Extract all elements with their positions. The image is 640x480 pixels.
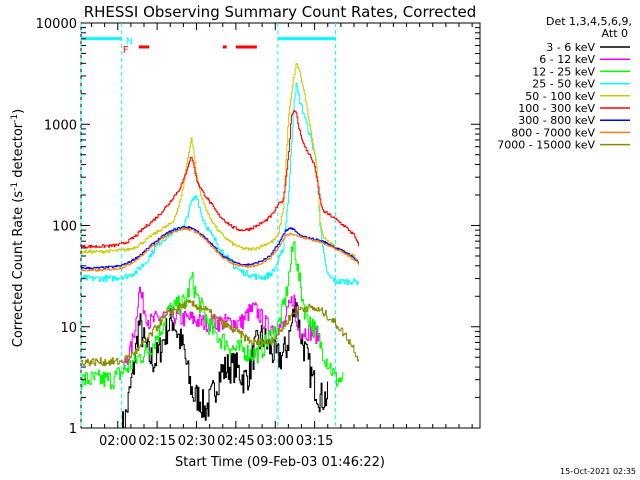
y-label-text: detector xyxy=(11,122,26,182)
y-label-text: Corrected Count Rate (s xyxy=(11,191,26,348)
legend-entry-label: 50 - 100 keV xyxy=(525,90,595,103)
y-tick-label: 100 xyxy=(52,220,77,235)
chart-title: RHESSI Observing Summary Count Rates, Co… xyxy=(84,3,477,21)
flag-n-label: N xyxy=(126,37,133,48)
y-label-exponent: -1 xyxy=(10,182,20,191)
series-lines xyxy=(81,63,359,429)
legend-entry-label: 7000 - 15000 keV xyxy=(497,139,595,152)
legend-entry-label: 12 - 25 keV xyxy=(532,65,595,78)
x-tick-label: 02:30 xyxy=(178,434,215,449)
flag-bars xyxy=(80,23,337,428)
series-line-50-100-kev xyxy=(81,63,359,266)
x-axis-label: Start Time (09-Feb-03 01:46:22) xyxy=(175,455,385,470)
x-tick-label: 02:15 xyxy=(138,434,175,449)
y-label-text: ) xyxy=(11,109,26,114)
legend-entry-label: 300 - 800 keV xyxy=(518,114,595,127)
series-line-25-50-kev xyxy=(81,82,359,285)
series-line-100-300-kev xyxy=(81,110,359,249)
generation-timestamp: 15-Oct-2021 02:35 xyxy=(560,467,636,476)
axes: 02:00 02:15 02:30 02:45 03:00 03:15 1 10 100 1000… xyxy=(36,17,480,449)
series-line-12-25-kev xyxy=(81,241,344,390)
y-tick-label: 1 xyxy=(69,422,77,437)
legend-header-attenuator: Att 0 xyxy=(602,27,628,40)
series-line-7000-15000-kev xyxy=(81,299,359,367)
y-label-exponent: -1 xyxy=(10,114,20,123)
legend-header-detectors: Det 1,3,4,5,6,9, xyxy=(546,15,632,28)
series-line-800-7000-kev xyxy=(81,227,359,272)
x-tick-label: 02:00 xyxy=(99,434,136,449)
legend-entry-label: 6 - 12 keV xyxy=(539,53,595,66)
series-line-6-12-kev xyxy=(123,286,321,369)
x-tick-label: 03:15 xyxy=(296,434,333,449)
y-tick-label: 10 xyxy=(60,321,77,336)
series-line-300-800-kev xyxy=(81,225,359,270)
y-tick-label: 1000 xyxy=(44,118,77,133)
legend-entry-label: 800 - 7000 keV xyxy=(511,126,595,139)
legend-entry-label: 100 - 300 keV xyxy=(518,102,595,115)
y-tick-label: 10000 xyxy=(36,17,77,32)
flag-f-label: F xyxy=(123,45,129,56)
x-tick-label: 02:45 xyxy=(217,434,254,449)
legend-entry-label: 3 - 6 keV xyxy=(546,41,595,54)
y-axis-label: Corrected Count Rate (s-1 detector-1) xyxy=(10,109,26,347)
x-tick-label: 03:00 xyxy=(257,434,294,449)
legend-entry-label: 25 - 50 keV xyxy=(532,78,595,91)
